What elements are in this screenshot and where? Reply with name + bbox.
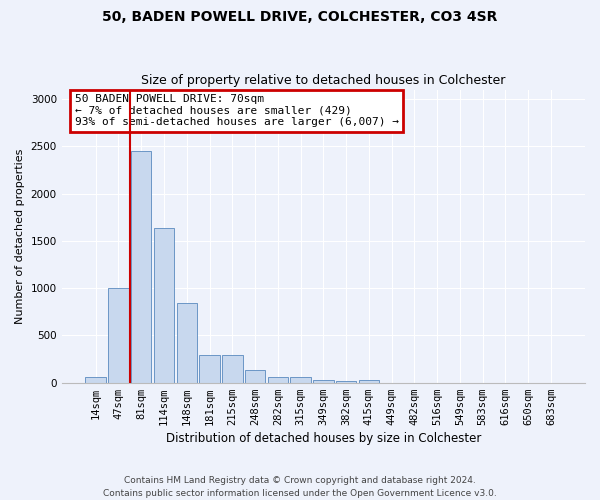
Bar: [245, 370, 265, 382]
Bar: [222, 356, 242, 382]
Text: 50, BADEN POWELL DRIVE, COLCHESTER, CO3 4SR: 50, BADEN POWELL DRIVE, COLCHESTER, CO3 …: [103, 10, 497, 24]
Text: Contains HM Land Registry data © Crown copyright and database right 2024.
Contai: Contains HM Land Registry data © Crown c…: [103, 476, 497, 498]
Title: Size of property relative to detached houses in Colchester: Size of property relative to detached ho…: [141, 74, 506, 87]
Bar: [199, 356, 220, 382]
Bar: [85, 377, 106, 382]
X-axis label: Distribution of detached houses by size in Colchester: Distribution of detached houses by size …: [166, 432, 481, 445]
Bar: [290, 378, 311, 382]
Bar: [154, 228, 174, 382]
Bar: [176, 304, 197, 382]
Text: 50 BADEN POWELL DRIVE: 70sqm
← 7% of detached houses are smaller (429)
93% of se: 50 BADEN POWELL DRIVE: 70sqm ← 7% of det…: [75, 94, 399, 127]
Bar: [336, 381, 356, 382]
Bar: [108, 288, 129, 382]
Bar: [359, 380, 379, 382]
Bar: [268, 378, 288, 382]
Y-axis label: Number of detached properties: Number of detached properties: [15, 148, 25, 324]
Bar: [313, 380, 334, 382]
Bar: [131, 151, 151, 382]
